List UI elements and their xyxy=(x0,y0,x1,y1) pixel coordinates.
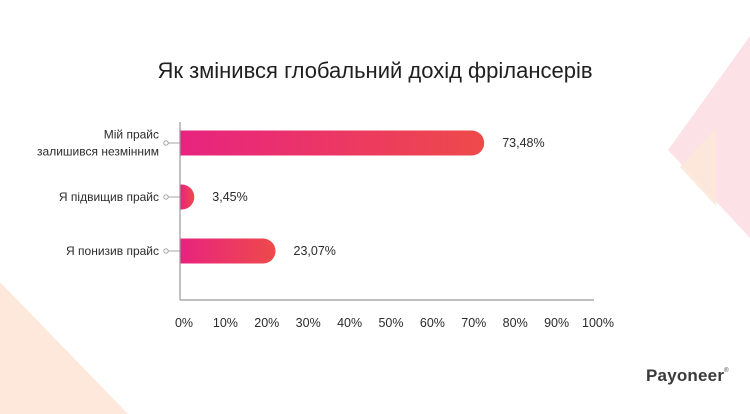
logo-text: Payoneer xyxy=(646,366,725,385)
bar xyxy=(180,184,195,210)
x-tick-label: 60% xyxy=(420,316,445,330)
x-tick-label: 20% xyxy=(254,316,279,330)
category-marker xyxy=(163,248,169,254)
chart-title: Як змінився глобальний дохід фрілансерів xyxy=(157,58,593,83)
category-label: Мій прайс xyxy=(104,128,159,142)
x-tick-label: 50% xyxy=(378,316,403,330)
decor-triangle-left-peach xyxy=(0,282,128,414)
bar-value-label: 3,45% xyxy=(212,190,247,204)
bar xyxy=(180,238,276,264)
x-tick-label: 80% xyxy=(503,316,528,330)
x-tick-label: 10% xyxy=(213,316,238,330)
x-tick-label: 100% xyxy=(582,316,614,330)
x-tick-label: 90% xyxy=(544,316,569,330)
x-tick-label: 0% xyxy=(175,316,193,330)
category-label: Я понизив прайс xyxy=(66,244,159,258)
x-tick-label: 70% xyxy=(461,316,486,330)
bar-value-label: 23,07% xyxy=(294,244,336,258)
category-label: залишився незмінним xyxy=(37,145,159,159)
payoneer-logo: Payoneer® xyxy=(646,366,729,386)
x-tick-label: 30% xyxy=(296,316,321,330)
bar xyxy=(180,130,485,156)
category-marker xyxy=(163,140,169,146)
decor-triangle-right-peach xyxy=(680,128,716,206)
logo-registered-mark: ® xyxy=(724,368,729,374)
bar-value-label: 73,48% xyxy=(502,136,544,150)
category-marker xyxy=(163,194,169,200)
category-label: Я підвищив прайс xyxy=(59,190,159,204)
x-tick-label: 40% xyxy=(337,316,362,330)
